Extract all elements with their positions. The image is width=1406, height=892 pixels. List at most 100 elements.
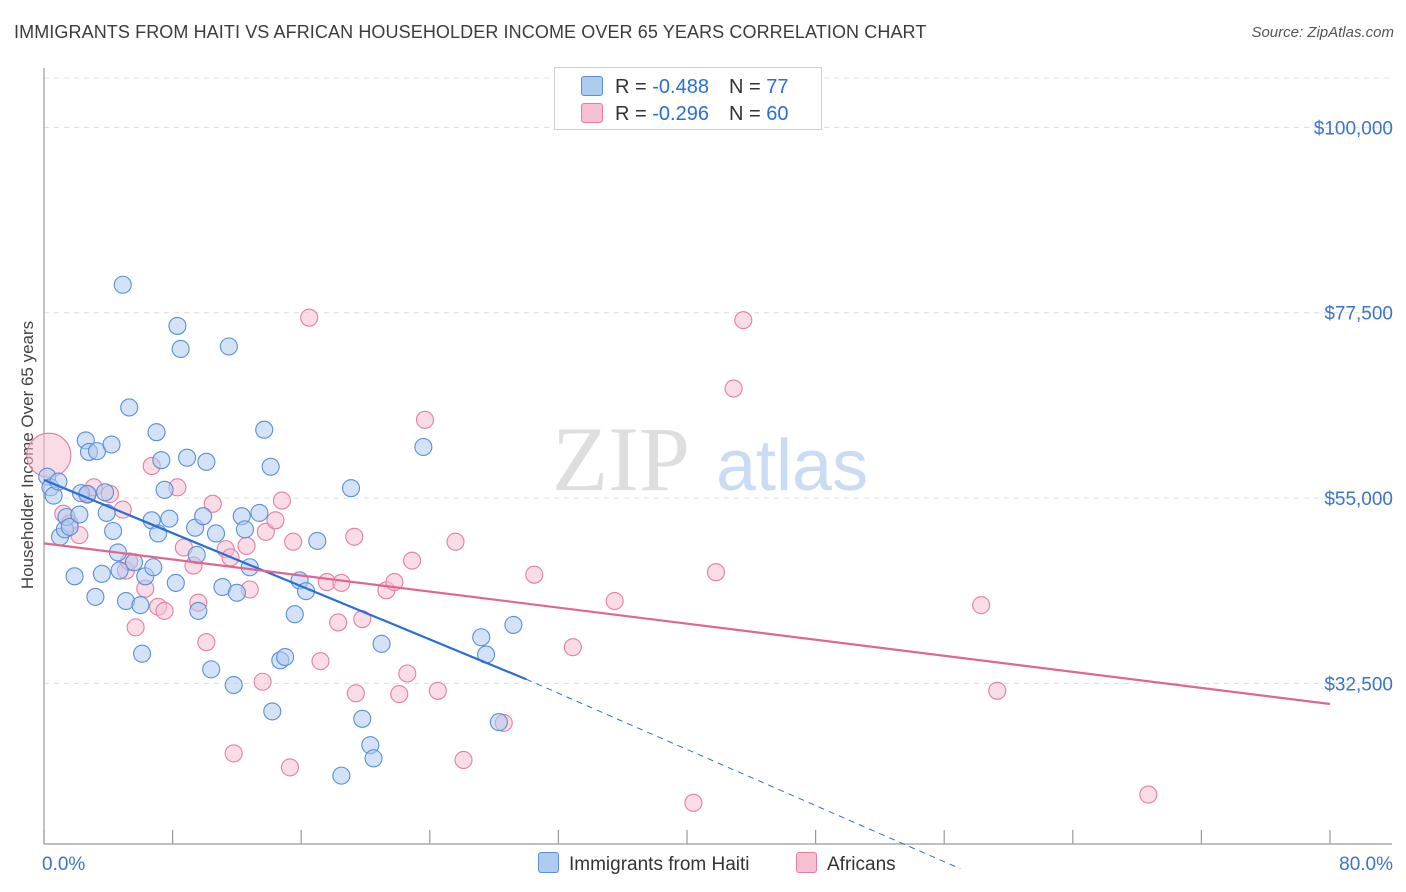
haiti-point: [227, 583, 246, 602]
legend-n-value: 60: [766, 103, 789, 125]
haiti-point: [263, 702, 282, 721]
haiti-point: [364, 749, 383, 768]
legend-n-value: 77: [766, 76, 789, 98]
africans-point: [403, 551, 422, 570]
africans-point: [446, 532, 465, 551]
haiti-point: [276, 647, 295, 667]
haiti-trend-extension: [526, 678, 961, 870]
haiti-point: [202, 660, 221, 679]
haiti-point: [171, 339, 190, 359]
legend-r-label: R =: [615, 103, 653, 125]
haiti-point: [152, 451, 171, 470]
africans-point: [525, 565, 544, 584]
haiti-point: [414, 437, 433, 457]
tick-labels: $32,500 $55,000 $77,500 $100,000 0.0% 80.0%: [42, 118, 1393, 875]
legend-n-label: N =: [728, 76, 767, 98]
africans-point: [266, 511, 285, 530]
africans-point: [346, 684, 365, 703]
bottom-legend-label-haiti: Immigrants from Haiti: [569, 854, 750, 875]
africans-point: [311, 652, 330, 671]
haiti-point: [285, 605, 304, 624]
africans-point: [284, 532, 303, 551]
africans-point: [300, 308, 319, 327]
haiti-point: [104, 521, 123, 541]
haiti-point: [372, 634, 391, 653]
haiti-point: [166, 573, 185, 592]
legend-r-label: R =: [615, 76, 653, 98]
source-credit: Source: ZipAtlas.com: [1251, 24, 1394, 41]
africans-point: [253, 672, 272, 691]
haiti-point: [70, 505, 89, 524]
haiti-points: [38, 275, 523, 785]
haiti-point: [178, 448, 197, 467]
watermark-atlas: atlas: [716, 426, 868, 506]
chart-title: IMMIGRANTS FROM HAITI VS AFRICAN HOUSEHO…: [14, 22, 927, 42]
haiti-point: [65, 567, 84, 586]
haiti-point: [489, 713, 508, 732]
haiti-point: [189, 601, 208, 620]
haiti-point: [92, 564, 111, 583]
africans-point: [724, 379, 743, 398]
haiti-point: [160, 509, 179, 528]
haiti-point: [219, 337, 238, 356]
watermark-zip: ZIP: [552, 408, 690, 510]
watermark: ZIP atlas: [552, 408, 868, 510]
haiti-trend-line: [43, 478, 527, 681]
haiti-point: [147, 423, 166, 442]
x-tick-label-min: 0.0%: [42, 854, 85, 875]
bottom-legend-haiti: Immigrants from Haiti: [538, 852, 750, 876]
africans-point: [280, 758, 299, 777]
africans-point: [605, 591, 624, 611]
haiti-point: [131, 596, 150, 615]
y-tick-label: $55,000: [1324, 489, 1393, 510]
haiti-point: [197, 452, 216, 471]
haiti-point: [168, 316, 187, 335]
africans-point: [684, 793, 703, 812]
haiti-point: [353, 709, 372, 728]
legend-swatch-haiti: [581, 76, 603, 96]
legend-swatch-africans: [581, 103, 603, 123]
africans-point: [398, 664, 417, 683]
haiti-point: [224, 675, 243, 695]
haiti-point: [206, 524, 226, 543]
haiti-point: [155, 480, 174, 499]
africans-point: [415, 410, 435, 429]
haiti-point: [250, 503, 269, 522]
africans-point: [329, 613, 348, 632]
africans-point: [563, 638, 582, 657]
haiti-point: [102, 435, 121, 454]
africans-point: [126, 618, 145, 637]
africans-point: [237, 536, 256, 555]
africans-point: [706, 563, 725, 582]
haiti-point: [341, 479, 361, 498]
africans-point: [197, 633, 216, 652]
africans-point: [972, 596, 991, 615]
africans-point: [345, 527, 364, 546]
haiti-point: [144, 558, 163, 577]
legend-n-label: N =: [728, 103, 767, 125]
x-tick-label-max: 80.0%: [1339, 854, 1393, 875]
haiti-point: [472, 628, 491, 647]
africans-point: [256, 522, 275, 541]
haiti-point: [194, 507, 213, 526]
y-tick-label: $77,500: [1324, 304, 1393, 325]
africans-point: [1139, 785, 1158, 804]
bottom-legend-swatch-africans: [796, 852, 817, 873]
haiti-point: [261, 457, 280, 476]
africans-point: [988, 681, 1007, 700]
africans-point: [155, 601, 174, 620]
africans-point: [428, 681, 447, 700]
africans-point: [454, 750, 473, 770]
bottom-legend-swatch-haiti: [538, 852, 559, 873]
haiti-point: [504, 615, 523, 634]
haiti-point: [86, 587, 105, 606]
africans-trend-line: [43, 542, 1331, 706]
stats-legend: R = -0.488 N = 77 R = -0.296 N = 60: [554, 67, 822, 130]
legend-row-africans: R = -0.296 N = 60: [581, 103, 788, 126]
africans-point: [332, 573, 351, 592]
trend-lines: [43, 478, 1331, 870]
africans-point: [272, 491, 291, 510]
bottom-legend-label-africans: Africans: [827, 854, 896, 875]
africans-point: [203, 494, 222, 513]
legend-row-haiti: R = -0.488 N = 77: [581, 76, 788, 99]
